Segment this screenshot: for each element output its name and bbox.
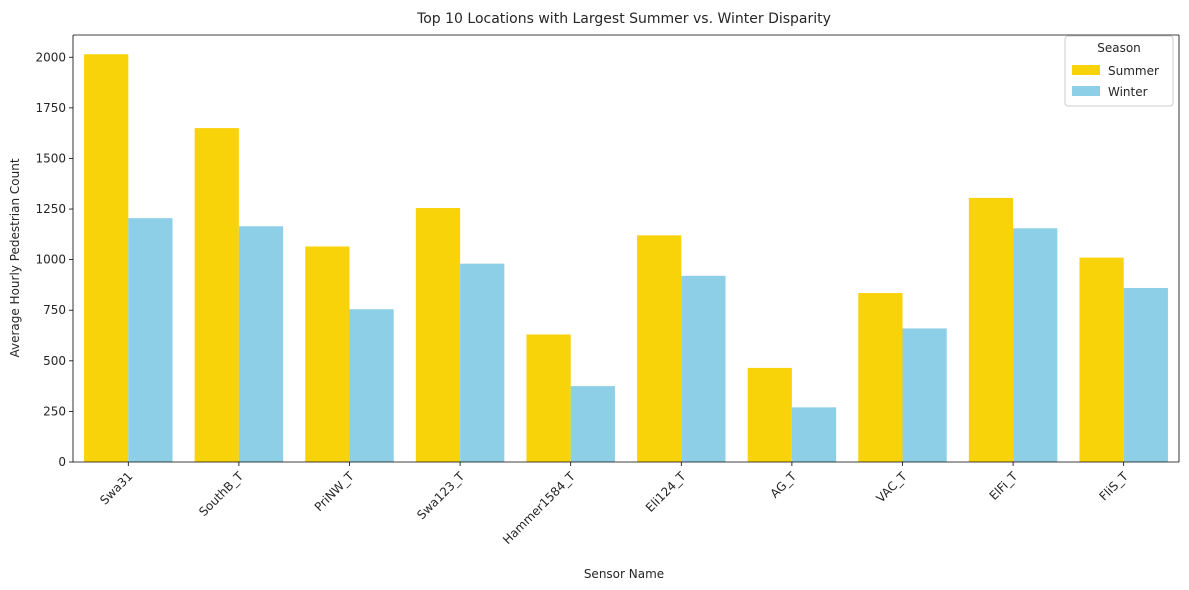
bar-summer-eli124_t xyxy=(637,235,682,462)
legend-swatch-winter xyxy=(1072,86,1100,96)
x-tick-label: PriNW_T xyxy=(312,469,357,514)
x-tick-label: VAC_T xyxy=(873,469,910,506)
x-tick-label: AG_T xyxy=(767,469,799,501)
x-tick-label: Swa123_T xyxy=(414,469,468,523)
bars-group xyxy=(84,54,1168,463)
bar-winter-southb_t xyxy=(238,226,284,462)
bar-winter-swa123_t xyxy=(460,263,505,462)
bar-summer-vac_t xyxy=(858,293,903,462)
bar-winter-swa31 xyxy=(128,218,173,462)
bar-summer-southb_t xyxy=(194,128,239,463)
bar-summer-prinw_t xyxy=(305,246,350,462)
x-tick-label: FliS_T xyxy=(1097,469,1132,504)
y-tick-label: 1750 xyxy=(35,101,66,115)
legend: Season Summer Winter xyxy=(1064,35,1174,107)
x-tick-label: Eli124_T xyxy=(643,469,689,515)
bar-winter-flis_t xyxy=(1123,287,1168,462)
y-tick-label: 0 xyxy=(58,455,66,469)
legend-title: Season xyxy=(1097,41,1141,55)
bar-summer-swa123_t xyxy=(415,208,461,462)
bar-summer-elfi_t xyxy=(968,197,1014,462)
bar-winter-ag_t xyxy=(791,407,837,462)
y-tick-label: 1000 xyxy=(35,253,66,267)
y-axis-label: Average Hourly Pedestrian Count xyxy=(8,158,22,357)
bar-summer-flis_t xyxy=(1079,257,1124,462)
bar-summer-ag_t xyxy=(747,367,792,462)
x-ticks-group: Swa31 SouthB_T PriNW_T Swa123_T Hammer1584_T… xyxy=(97,462,1131,547)
bar-summer-hammer1584_t xyxy=(526,334,571,462)
y-tick-label: 250 xyxy=(43,404,66,418)
legend-label-winter: Winter xyxy=(1108,85,1148,99)
legend-label-summer: Summer xyxy=(1108,64,1159,78)
y-ticks-group: 0 250 500 750 1000 1250 1500 1750 2000 xyxy=(35,50,73,469)
bar-winter-elfi_t xyxy=(1013,228,1058,462)
legend-swatch-summer xyxy=(1072,65,1100,75)
bar-winter-prinw_t xyxy=(349,309,394,462)
chart-title: Top 10 Locations with Largest Summer vs.… xyxy=(416,11,831,27)
axes-group xyxy=(72,34,1180,463)
x-tick-label: Hammer1584_T xyxy=(500,469,578,547)
bar-summer-swa31 xyxy=(84,54,129,462)
bar-winter-vac_t xyxy=(902,328,947,462)
x-axis-label: Sensor Name xyxy=(584,567,664,581)
bar-winter-hammer1584_t xyxy=(570,386,615,462)
x-tick-label: SouthB_T xyxy=(196,469,246,519)
x-tick-label: ElFi_T xyxy=(987,469,1021,503)
bar-winter-eli124_t xyxy=(681,275,726,462)
y-tick-label: 1500 xyxy=(35,151,66,165)
y-tick-label: 1250 xyxy=(35,202,66,216)
x-tick-label: Swa31 xyxy=(97,469,135,507)
y-tick-label: 2000 xyxy=(35,50,66,64)
y-tick-label: 500 xyxy=(43,354,66,368)
y-tick-label: 750 xyxy=(43,303,66,317)
